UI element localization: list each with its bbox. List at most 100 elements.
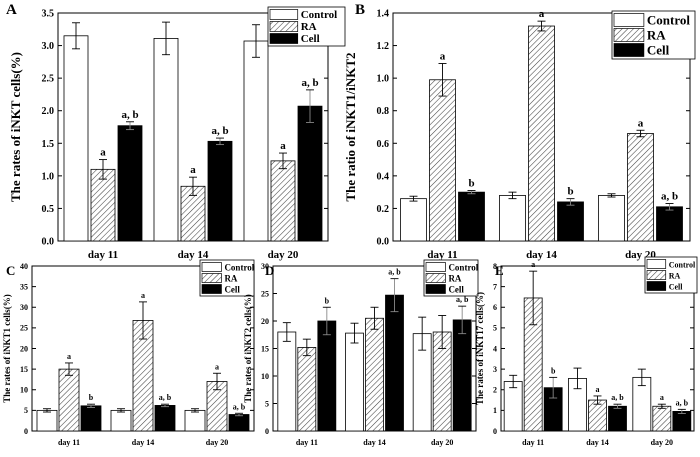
panel-letter: D xyxy=(265,263,274,278)
significance-label: b xyxy=(325,296,330,305)
significance-label: a, b xyxy=(456,295,469,304)
y-tick-label: 25 xyxy=(261,289,269,298)
x-tick-label: day 11 xyxy=(88,249,118,261)
panel-c: C 0 5 10 15 20 25 30 35 40 The rates of iNKT1 cell… xyxy=(2,259,255,447)
legend-label: Control xyxy=(647,13,690,28)
y-axis-label: The ratio of iNKT1/iNKT2 xyxy=(343,52,358,201)
x-tick-label: day 14 xyxy=(132,438,154,447)
bar-cell xyxy=(385,294,404,432)
y-tick-label: 0.8 xyxy=(377,106,390,117)
y-tick-label: 5 xyxy=(493,324,497,333)
bar-ra xyxy=(627,133,654,242)
y-tick-label: 1.0 xyxy=(377,74,390,85)
error-bar xyxy=(508,191,517,200)
error-bar xyxy=(216,137,224,146)
y-tick-label: 2.5 xyxy=(42,74,55,85)
legend-swatch xyxy=(646,270,667,280)
significance-label: b xyxy=(567,186,573,198)
error-bar xyxy=(390,278,399,313)
significance-label: a xyxy=(596,385,600,394)
bar-cell xyxy=(80,405,102,432)
bar-control xyxy=(598,194,625,242)
y-tick-label: 0 xyxy=(493,427,497,436)
panel-d: D 0 5 10 15 20 25 30 The rates of iNKT2 cells(%)… xyxy=(243,259,479,447)
legend-swatch xyxy=(269,9,299,20)
bar-control xyxy=(36,409,58,432)
error-bar xyxy=(593,395,602,405)
bar-cell xyxy=(228,414,250,432)
error-bar xyxy=(322,306,331,336)
error-bar xyxy=(252,24,260,58)
panel-a: A 0.0 0.5 1.0 1.5 2.0 2.5 3.0 3.5 The rates of iN… xyxy=(6,2,346,261)
x-tick-label: day 20 xyxy=(268,249,299,261)
y-tick-label: 5 xyxy=(24,406,28,415)
y-tick-label: 0.2 xyxy=(377,204,390,215)
legend-label: RA xyxy=(669,271,681,280)
legend-label: RA xyxy=(448,273,461,283)
bar-control xyxy=(503,381,523,432)
error-bar xyxy=(529,270,538,326)
y-axis-label: The rates of iNKT17 cells(%) xyxy=(475,292,485,405)
y-tick-label: 1.0 xyxy=(42,171,55,182)
y-tick-label: 30 xyxy=(261,262,269,271)
significance-label: a, b xyxy=(661,191,678,203)
error-bar xyxy=(279,152,287,170)
error-bar xyxy=(370,306,379,330)
error-bar xyxy=(613,403,622,409)
legend-label: RA xyxy=(301,21,317,33)
y-axis-label: The rates of iNKT1 cells(%) xyxy=(2,294,12,402)
y-tick-label: 1.5 xyxy=(42,139,55,150)
x-tick-label: day 14 xyxy=(586,438,608,447)
significance-label: a xyxy=(100,147,106,159)
legend-label: Cell xyxy=(224,284,240,294)
y-tick-label: 20 xyxy=(20,344,28,353)
bar-cell xyxy=(117,125,143,242)
legend-label: Control xyxy=(669,260,696,269)
error-bar xyxy=(72,22,80,50)
y-tick-label: 25 xyxy=(20,324,28,333)
panel-e: E 0 1 2 3 4 5 6 7 8 The rates of iNKT17 cells(%) da… xyxy=(475,256,698,447)
significance-label: a, b xyxy=(211,125,228,137)
bar-ra xyxy=(270,160,296,242)
legend-label: Cell xyxy=(669,282,684,291)
bar-cell xyxy=(458,191,485,242)
y-tick-label: 8 xyxy=(493,262,497,271)
legend-label: Cell xyxy=(301,33,320,45)
significance-label: a xyxy=(660,393,664,402)
error-bar xyxy=(99,159,107,180)
error-bar xyxy=(117,408,125,413)
error-bar xyxy=(438,63,447,97)
error-bar xyxy=(458,305,467,335)
bar-control xyxy=(110,409,132,432)
bar-control xyxy=(184,409,206,432)
error-bar xyxy=(350,322,359,344)
error-bar xyxy=(191,408,199,413)
legend-swatch xyxy=(613,28,645,42)
error-bar xyxy=(665,203,674,211)
error-bar xyxy=(162,21,170,56)
bar-control xyxy=(243,40,269,242)
legend-label: Cell xyxy=(647,43,670,58)
error-bar xyxy=(418,316,427,351)
y-tick-label: 3 xyxy=(493,365,497,374)
y-tick-label: 6 xyxy=(493,303,497,312)
bar-cell xyxy=(672,411,692,432)
y-axis-label: The rates of iNKT cells(%) xyxy=(8,52,23,202)
significance-label: a, b xyxy=(388,268,401,277)
y-tick-label: 40 xyxy=(20,262,28,271)
bar-control xyxy=(153,38,179,242)
bar-cell xyxy=(608,405,627,432)
legend-swatch xyxy=(613,13,645,27)
legend-swatch xyxy=(201,262,222,272)
bar-ra xyxy=(652,405,672,432)
y-tick-label: 3.0 xyxy=(42,41,55,52)
bar-ra xyxy=(365,317,384,432)
significance-label: a xyxy=(67,352,71,361)
y-tick-label: 10 xyxy=(20,386,28,395)
bar-control xyxy=(63,35,89,242)
significance-label: b xyxy=(89,393,94,402)
significance-label: a xyxy=(638,117,644,129)
y-tick-label: 10 xyxy=(261,372,269,381)
